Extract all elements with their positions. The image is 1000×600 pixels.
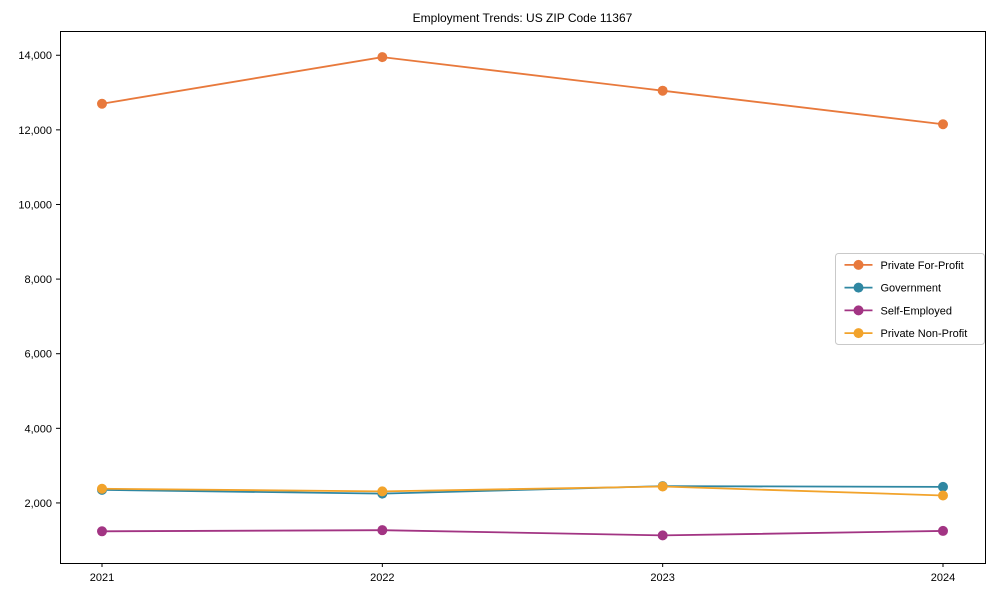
- legend-item: Government: [844, 282, 942, 295]
- y-tick-label: 2,000: [24, 498, 52, 510]
- data-point: [938, 490, 948, 501]
- y-tick-label: 8,000: [24, 274, 52, 286]
- plot-border: [60, 31, 986, 564]
- series-line: [101, 529, 944, 537]
- y-tick-label: 10,000: [18, 199, 52, 211]
- data-point: [657, 85, 668, 96]
- data-point: [97, 483, 107, 494]
- data-point: [97, 98, 107, 109]
- x-tick-label: 2024: [931, 572, 955, 584]
- y-tick-label: 12,000: [18, 125, 52, 137]
- data-point: [97, 526, 107, 537]
- series-line: [101, 485, 944, 495]
- legend: Private For-Profit Government Self-Employe…: [835, 253, 985, 345]
- data-point: [377, 486, 388, 497]
- y-tick-label: 14,000: [18, 50, 52, 62]
- x-tick-label: 2022: [370, 572, 394, 584]
- legend-label: Private For-Profit: [881, 260, 964, 272]
- data-point: [377, 525, 388, 536]
- legend-item: Private Non-Profit: [844, 328, 968, 340]
- chart-title: Employment Trends: US ZIP Code 11367: [412, 11, 633, 25]
- data-point: [938, 525, 948, 536]
- legend-marker: [853, 328, 864, 339]
- series-line: [101, 56, 944, 126]
- data-point: [657, 530, 668, 541]
- data-point: [938, 481, 948, 492]
- legend-marker: [853, 259, 864, 270]
- data-point: [938, 119, 948, 130]
- legend-label: Private Non-Profit: [881, 328, 968, 340]
- data-point: [377, 52, 388, 63]
- legend-item: Private For-Profit: [844, 259, 964, 272]
- y-tick-label: 6,000: [24, 349, 52, 361]
- data-point: [657, 481, 668, 492]
- x-tick-label: 2021: [90, 572, 114, 584]
- legend-label: Government: [881, 283, 942, 295]
- series-line: [101, 485, 944, 497]
- legend-box: [835, 253, 985, 345]
- legend-label: Self-Employed: [881, 305, 953, 317]
- y-tick-label: 4,000: [24, 423, 52, 435]
- x-tick-label: 2023: [650, 572, 674, 584]
- legend-item: Self-Employed: [844, 305, 953, 317]
- legend-marker: [853, 282, 864, 293]
- legend-marker: [853, 305, 864, 316]
